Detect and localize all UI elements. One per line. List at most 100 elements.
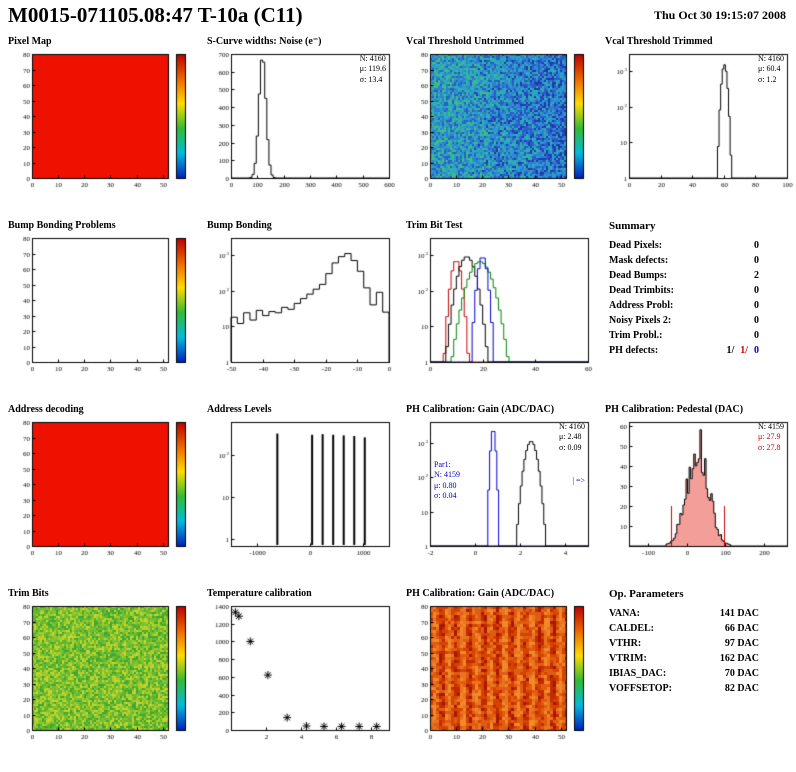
op-param-value: 66 DAC (724, 623, 759, 634)
op-param-row: VTHR: 97 DAC (609, 636, 759, 651)
stats-line: N: 4160 (359, 54, 386, 63)
summary-label: Mask defects: (609, 255, 669, 266)
panel-temperature-calibration: Temperature calibration (199, 586, 398, 770)
summary-value: 0 (754, 315, 759, 326)
panel-trim-bit-test: Trim Bit Test (398, 218, 597, 402)
op-param-value: 141 DAC (719, 608, 759, 619)
trim-bit-test-histograms (404, 232, 596, 376)
panel-title-address-levels: Address Levels (207, 404, 272, 415)
summary-value: 0 (754, 240, 759, 251)
panel-title-address-decoding: Address decoding (8, 404, 84, 415)
op-parameters-title: Op. Parameters (609, 588, 684, 600)
panel-bump-bonding-problems: Bump Bonding Problems (0, 218, 199, 402)
panel-title-vcal-trimmed: Vcal Threshold Trimmed (605, 36, 713, 47)
panel-op-parameters: Op. Parameters VANA: 141 DAC CALDEL: 66 DA… (597, 586, 796, 770)
panel-vcal-threshold-untrimmed: Vcal Threshold Untrimmed (398, 34, 597, 218)
panel-summary: Summary Dead Pixels: 0 Mask defects: 0 Dea… (597, 218, 796, 402)
vcal-untrimmed-heatmap (404, 48, 596, 192)
stats-line: N: 4160 (758, 54, 784, 63)
stats-box-ph-gain-par1: Par1: N: 4159 μ: 0.80 σ: 0.04 (434, 460, 460, 502)
op-param-row: VTRIM: 162 DAC (609, 651, 759, 666)
op-param-row: VOFFSETOP: 82 DAC (609, 681, 759, 696)
summary-label: Dead Pixels: (609, 240, 663, 251)
op-param-value: 97 DAC (724, 638, 759, 649)
summary-row: Dead Bumps: 2 (609, 268, 759, 283)
stats-line: N: 4159 (434, 470, 460, 480)
summary-label: Dead Bumps: (609, 270, 668, 281)
op-param-label: CALDEL: (609, 623, 655, 634)
summary-label: Dead Trimbits: (609, 285, 674, 296)
ph-defects-val2: 1/ (740, 345, 748, 356)
summary-row: Trim Probl.: 0 (609, 328, 759, 343)
panel-title-trim-bit-test: Trim Bit Test (406, 220, 463, 231)
op-param-label: VTHR: (609, 638, 642, 649)
stats-line: σ: 13.4 (359, 74, 383, 84)
panel-ph-gain-hist: PH Calibration: Gain (ADC/DAC) N: 4160 μ… (398, 402, 597, 586)
panel-title-pixel-map: Pixel Map (8, 36, 52, 47)
temperature-calibration-scatter (205, 600, 397, 744)
stats-line: μ: 60.4 (758, 64, 781, 74)
ph-defects-val1: 1/ (726, 345, 735, 356)
panel-bump-bonding: Bump Bonding (199, 218, 398, 402)
op-param-label: IBIAS_DAC: (609, 668, 667, 679)
panel-address-levels: Address Levels (199, 402, 398, 586)
page-header: M0015-071105.08:47 T-10a (C11) Thu Oct 3… (0, 0, 796, 34)
summary-value: 0 (754, 285, 759, 296)
vcal-trimmed-histogram (603, 48, 795, 192)
op-param-value: 162 DAC (719, 653, 759, 664)
summary-ph-values: 1/1/0 (720, 343, 759, 358)
op-param-label: VTRIM: (609, 653, 647, 664)
address-levels-histogram (205, 416, 397, 560)
op-param-row: IBIAS_DAC: 70 DAC (609, 666, 759, 681)
stats-line: σ: 27.8 (758, 442, 781, 452)
panel-title-ph-gain-map: PH Calibration: Gain (ADC/DAC) (406, 588, 555, 599)
summary-label: Address Probl: (609, 300, 674, 311)
panel-title-ph-gain-hist: PH Calibration: Gain (ADC/DAC) (406, 404, 555, 415)
stats-line: μ: 27.9 (758, 432, 781, 442)
summary-label: Noisy Pixels 2: (609, 315, 672, 326)
summary-title: Summary (609, 220, 656, 232)
op-param-label: VOFFSETOP: (609, 683, 672, 694)
panel-ph-pedestal: PH Calibration: Pedestal (DAC) N: 4159 μ… (597, 402, 796, 586)
ph-gain-histogram (404, 416, 596, 560)
summary-row: Noisy Pixels 2: 0 (609, 313, 759, 328)
op-param-row: CALDEL: 66 DAC (609, 621, 759, 636)
stats-line: σ: 0.09 (559, 442, 582, 452)
summary-value: 0 (754, 300, 759, 311)
panel-address-decoding: Address decoding (0, 402, 199, 586)
plot-grid: Pixel Map S-Curve widths: Noise (e⁻) N: … (0, 34, 796, 770)
panel-title-trim-bits: Trim Bits (8, 588, 49, 599)
panel-title-bump-problems: Bump Bonding Problems (8, 220, 116, 231)
stats-line: N: 4160 (559, 422, 585, 431)
panel-title-vcal-untrimmed: Vcal Threshold Untrimmed (406, 36, 524, 47)
trim-bits-heatmap (6, 600, 198, 744)
timestamp: Thu Oct 30 19:15:07 2008 (654, 8, 786, 22)
panel-vcal-threshold-trimmed: Vcal Threshold Trimmed N: 4160 μ: 60.4 σ… (597, 34, 796, 218)
panel-title-ph-pedestal: PH Calibration: Pedestal (DAC) (605, 404, 744, 415)
panel-title-scurve-noise: S-Curve widths: Noise (e⁻) (207, 36, 322, 47)
bump-bonding-histogram (205, 232, 397, 376)
panel-ph-gain-map: PH Calibration: Gain (ADC/DAC) (398, 586, 597, 770)
panel-trim-bits: Trim Bits (0, 586, 199, 770)
panel-title-temperature: Temperature calibration (207, 588, 312, 599)
stats-line: μ: 119.6 (359, 64, 386, 74)
summary-label: PH defects: (609, 345, 659, 356)
ph-pedestal-histogram (603, 416, 795, 560)
op-param-row: VANA: 141 DAC (609, 606, 759, 621)
stats-box-vcal-trimmed: N: 4160 μ: 60.4 σ: 1.2 (758, 54, 784, 85)
summary-row: Mask defects: 0 (609, 253, 759, 268)
pixel-map-heatmap (6, 48, 198, 192)
op-param-label: VANA: (609, 608, 640, 619)
gain-range-arrow: | => (572, 476, 585, 485)
stats-box-pedestal: N: 4159 μ: 27.9 σ: 27.8 (758, 422, 784, 453)
summary-row: Dead Pixels: 0 (609, 238, 759, 253)
panel-pixel-map: Pixel Map (0, 34, 199, 218)
stats-line: N: 4159 (758, 422, 784, 431)
stats-box-ph-gain: N: 4160 μ: 2.48 σ: 0.09 (559, 422, 585, 453)
stats-line: μ: 2.48 (559, 432, 582, 442)
panel-scurve-noise: S-Curve widths: Noise (e⁻) N: 4160 μ: 11… (199, 34, 398, 218)
stats-line: Par1: (434, 460, 451, 469)
summary-row: Dead Trimbits: 0 (609, 283, 759, 298)
page-title: M0015-071105.08:47 T-10a (C11) (8, 3, 303, 27)
summary-value: 0 (754, 330, 759, 341)
